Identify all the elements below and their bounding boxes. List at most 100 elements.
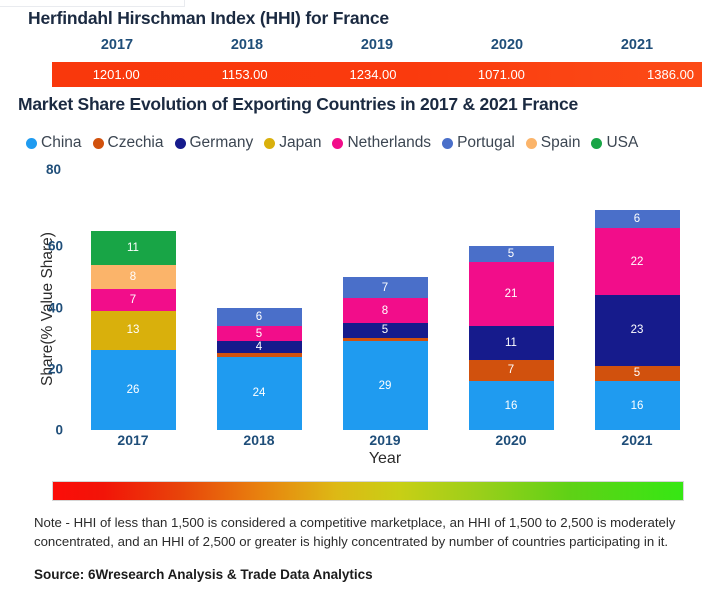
bar-segment[interactable]: 5 [216, 325, 302, 342]
bar-segment[interactable]: 8 [342, 298, 428, 323]
bar-segment[interactable]: 7 [342, 276, 428, 299]
bar-segment-value: 16 [504, 399, 518, 412]
legend-swatch-icon [174, 137, 186, 149]
hhi-year-cell: 2017 [100, 37, 134, 53]
legend-swatch-icon [332, 137, 344, 149]
bar-segment-value: 5 [507, 247, 515, 260]
hhi-year-cell: 2020 [490, 37, 524, 53]
bar-segment-value: 4 [255, 341, 263, 354]
bar-segment-value: 5 [255, 327, 263, 340]
bar-segment[interactable] [342, 338, 428, 342]
legend-item-portugal[interactable]: Portugal [442, 134, 515, 152]
legend-item-netherlands[interactable]: Netherlands [332, 134, 431, 152]
hhi-gradient-scale-bar [52, 481, 684, 501]
legend-item-label: USA [606, 134, 639, 151]
bar-segment[interactable]: 23 [594, 295, 680, 366]
legend-item-spain[interactable]: Spain [525, 134, 581, 152]
bar-segment[interactable]: 5 [594, 365, 680, 381]
plot-area: 0 20 40 60 26 13 7 8 11 24 4 5 6 29 5 8 7 16 7 11 21 5 16 5 23 2… [48, 185, 700, 438]
legend-item-label: China [41, 134, 82, 151]
bar-segment[interactable]: 16 [594, 381, 680, 430]
bar-segment-value: 6 [255, 310, 263, 323]
legend-item-usa[interactable]: USA [591, 134, 638, 152]
bar-segment[interactable]: 5 [342, 322, 428, 339]
footnote-text: Note - HHI of less than 1,500 is conside… [34, 515, 676, 550]
bar-segment-value: 11 [127, 241, 139, 254]
x-axis-title: Year [368, 450, 402, 467]
x-axis-tick-label: 2017 [117, 432, 149, 448]
bar-segment[interactable]: 8 [90, 264, 176, 290]
x-axis-tick-label: 2018 [243, 432, 275, 448]
bar-segment-value: 21 [504, 287, 518, 300]
y-axis-tick-label: 40 [47, 300, 63, 315]
bar-segment[interactable]: 4 [216, 341, 302, 354]
bar-segment-value: 8 [129, 270, 137, 283]
bar-segment[interactable]: 16 [468, 381, 554, 430]
legend-item-label: Czechia [107, 134, 164, 151]
bar-segment-value: 7 [381, 281, 389, 294]
y-axis-top-tick: 80 [46, 162, 62, 177]
hhi-year-cell: 2018 [230, 37, 264, 53]
legend-item-japan[interactable]: Japan [264, 134, 321, 152]
legend-swatch-icon [26, 137, 37, 149]
bar-segment-value: 13 [126, 324, 140, 337]
bar-segment[interactable]: 11 [468, 325, 554, 360]
legend-swatch-icon [591, 137, 603, 149]
bar-segment[interactable] [216, 353, 302, 357]
legend-item-label: Germany [189, 134, 254, 151]
x-axis-tick-label: 2021 [621, 432, 653, 448]
legend-swatch-icon [442, 137, 454, 149]
bar-segment-value: 11 [505, 336, 517, 349]
bar-segment[interactable]: 22 [594, 227, 680, 296]
legend-item-label: Spain [540, 134, 581, 151]
bar-segment[interactable]: 13 [90, 310, 176, 351]
bar-segment-value: 26 [126, 384, 140, 397]
bar-segment[interactable]: 6 [216, 307, 302, 326]
y-axis-tick-label: 20 [47, 361, 63, 377]
stacked-bars: 26 13 7 8 11 24 4 5 6 29 5 8 7 16 7 11 21 5 16 5 23 22 6 [70, 185, 700, 430]
hhi-value-cell: 1234.00 [349, 67, 397, 82]
x-axis-labels: 2017 2018 2019 2020 2021 [70, 432, 700, 452]
bar-segment-value: 5 [633, 367, 641, 380]
bar-column[interactable]: 16 7 11 21 5 [468, 246, 554, 430]
y-axis-tick-label: 0 [55, 422, 63, 438]
hhi-value-cell: 1071.00 [477, 67, 525, 82]
bar-column[interactable]: 24 4 5 6 [216, 307, 302, 430]
legend-item-germany[interactable]: Germany [174, 134, 254, 152]
bar-segment[interactable]: 7 [468, 359, 554, 381]
bar-column[interactable]: 16 5 23 22 6 [594, 209, 680, 430]
bar-segment-value: 22 [630, 255, 644, 268]
bar-segment-value: 8 [381, 304, 389, 317]
hhi-title: Herfindahl Hirschman Index (HHI) for Fra… [28, 8, 389, 28]
hhi-value-cell: 1153.00 [221, 67, 268, 82]
bar-segment[interactable]: 11 [90, 230, 176, 265]
bar-segment[interactable]: 21 [468, 261, 554, 326]
x-axis-tick-label: 2019 [369, 432, 401, 448]
bar-segment[interactable]: 7 [90, 289, 176, 311]
y-axis-tick-label: 60 [47, 238, 63, 254]
bar-segment[interactable]: 26 [90, 350, 176, 430]
top-left-ui-frame [0, 0, 185, 7]
bar-column[interactable]: 26 13 7 8 11 [90, 230, 176, 430]
bar-segment[interactable]: 5 [468, 246, 554, 262]
bar-segment[interactable]: 29 [342, 341, 428, 430]
legend-item-label: Portugal [457, 134, 515, 151]
hhi-value-cell: 1386.00 [647, 67, 695, 82]
hhi-value-row: 1201.00 1153.00 1234.00 1071.00 1386.00 [52, 62, 702, 87]
hhi-year-cell: 2019 [360, 37, 394, 53]
legend-item-china[interactable]: China [26, 134, 82, 152]
legend-item-label: Netherlands [347, 134, 432, 151]
x-axis-tick-label: 2020 [495, 432, 527, 448]
bar-segment-value: 7 [129, 293, 137, 306]
bar-segment-value: 29 [378, 379, 392, 392]
chart-title: Market Share Evolution of Exporting Coun… [18, 94, 578, 114]
hhi-year-header-row: 2017 2018 2019 2020 2021 [52, 37, 702, 59]
bar-segment[interactable]: 24 [216, 356, 302, 430]
legend-swatch-icon [525, 137, 537, 149]
bar-column[interactable]: 29 5 8 7 [342, 276, 428, 430]
legend-item-czechia[interactable]: Czechia [92, 134, 164, 152]
legend-swatch-icon [264, 137, 276, 149]
bar-segment-value: 5 [381, 324, 389, 337]
bar-segment[interactable]: 6 [594, 209, 680, 228]
